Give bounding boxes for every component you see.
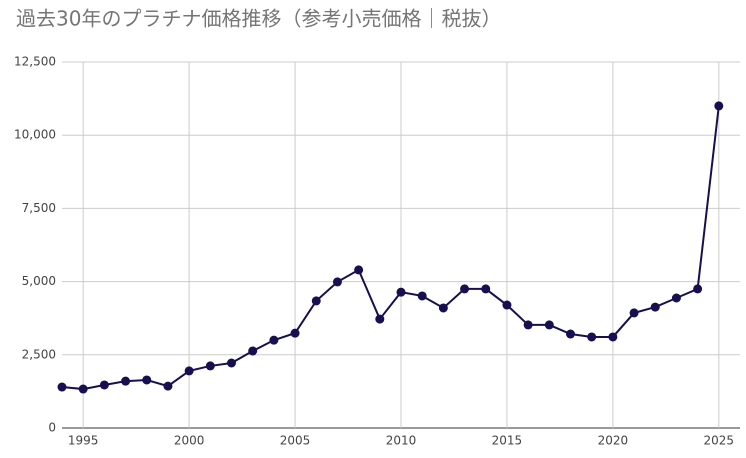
data-point <box>714 101 724 111</box>
data-point <box>438 303 448 313</box>
x-tick-label: 1995 <box>68 434 99 448</box>
chart-title: 過去30年のプラチナ価格推移（参考小売価格｜税抜） <box>16 7 501 31</box>
x-tick-label: 2025 <box>704 434 735 448</box>
data-point <box>57 382 67 392</box>
data-point <box>78 384 88 394</box>
y-tick-label: 10,000 <box>14 128 56 142</box>
y-tick-label: 2,500 <box>22 347 56 361</box>
data-point <box>396 287 406 297</box>
data-point <box>184 366 194 376</box>
y-tick-label: 5,000 <box>22 274 56 288</box>
data-point <box>460 284 470 294</box>
data-point <box>227 358 236 368</box>
x-tick-label: 2000 <box>174 434 205 448</box>
data-point <box>629 308 639 318</box>
data-point <box>375 314 385 324</box>
data-point <box>650 302 660 312</box>
data-point <box>417 291 427 301</box>
data-point <box>544 320 554 330</box>
x-tick-label: 2005 <box>280 434 311 448</box>
y-tick-label: 7,500 <box>22 201 56 215</box>
data-point <box>523 320 533 330</box>
data-line <box>61 105 720 391</box>
data-point <box>163 381 173 391</box>
data-point <box>502 300 512 310</box>
data-point <box>481 284 491 294</box>
data-point <box>290 328 300 338</box>
data-point <box>121 376 131 386</box>
x-tick-label: 2020 <box>598 434 629 448</box>
y-tick-label: 12,500 <box>14 55 56 69</box>
data-point <box>205 361 215 371</box>
data-point <box>269 335 279 345</box>
data-point <box>693 284 703 294</box>
data-point <box>332 277 342 287</box>
data-point <box>587 332 597 342</box>
data-point <box>99 380 109 390</box>
data-point <box>608 332 618 342</box>
x-tick-label: 2010 <box>386 434 417 448</box>
x-tick-label: 2015 <box>492 434 523 448</box>
data-point <box>354 265 364 275</box>
data-point <box>248 346 258 356</box>
data-point <box>142 375 152 385</box>
y-tick-label: 0 <box>48 421 56 435</box>
data-point <box>566 329 575 339</box>
data-point <box>671 293 681 303</box>
data-point <box>311 296 321 306</box>
